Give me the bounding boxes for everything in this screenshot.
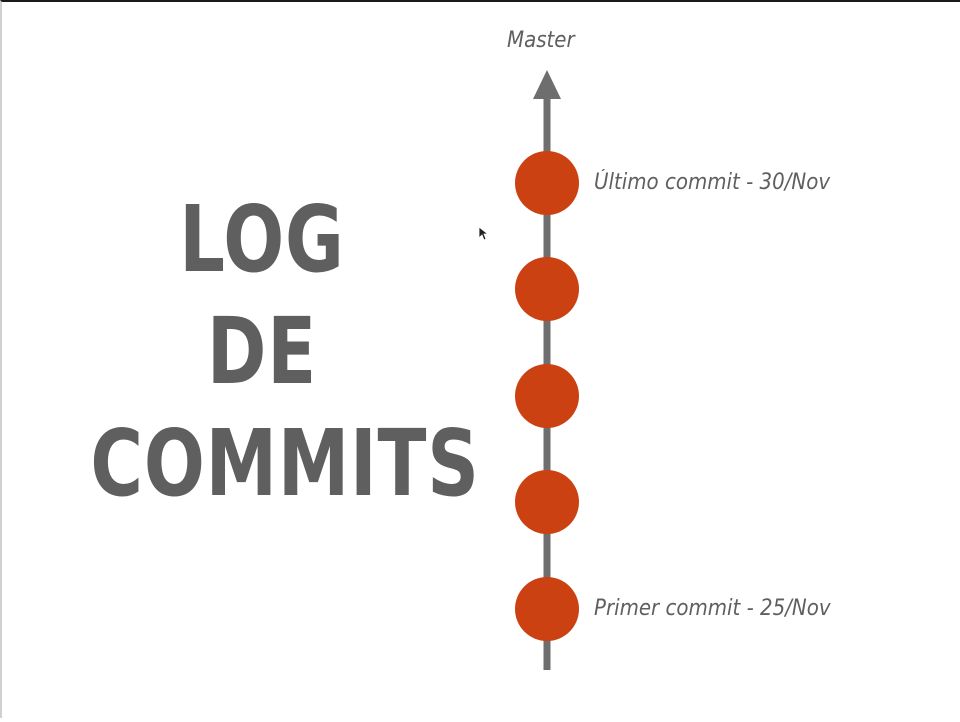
mouse-pointer-icon [478, 226, 490, 241]
branch-label: Master [507, 28, 575, 53]
title-line-de: DE [206, 298, 318, 405]
commit-node [515, 470, 579, 534]
slide-title: LOG DE COMMITS [42, 184, 482, 520]
latest-commit-label: Último commit - 30/Nov [594, 170, 831, 195]
first-commit-label: Primer commit - 25/Nov [594, 596, 831, 621]
title-line-log: LOG [179, 186, 345, 293]
branch-arrow-head [533, 70, 561, 99]
title-line-commits: COMMITS [90, 410, 480, 517]
commit-node [515, 151, 579, 215]
commit-node [515, 257, 579, 321]
commit-node [515, 577, 579, 641]
commit-node [515, 364, 579, 428]
